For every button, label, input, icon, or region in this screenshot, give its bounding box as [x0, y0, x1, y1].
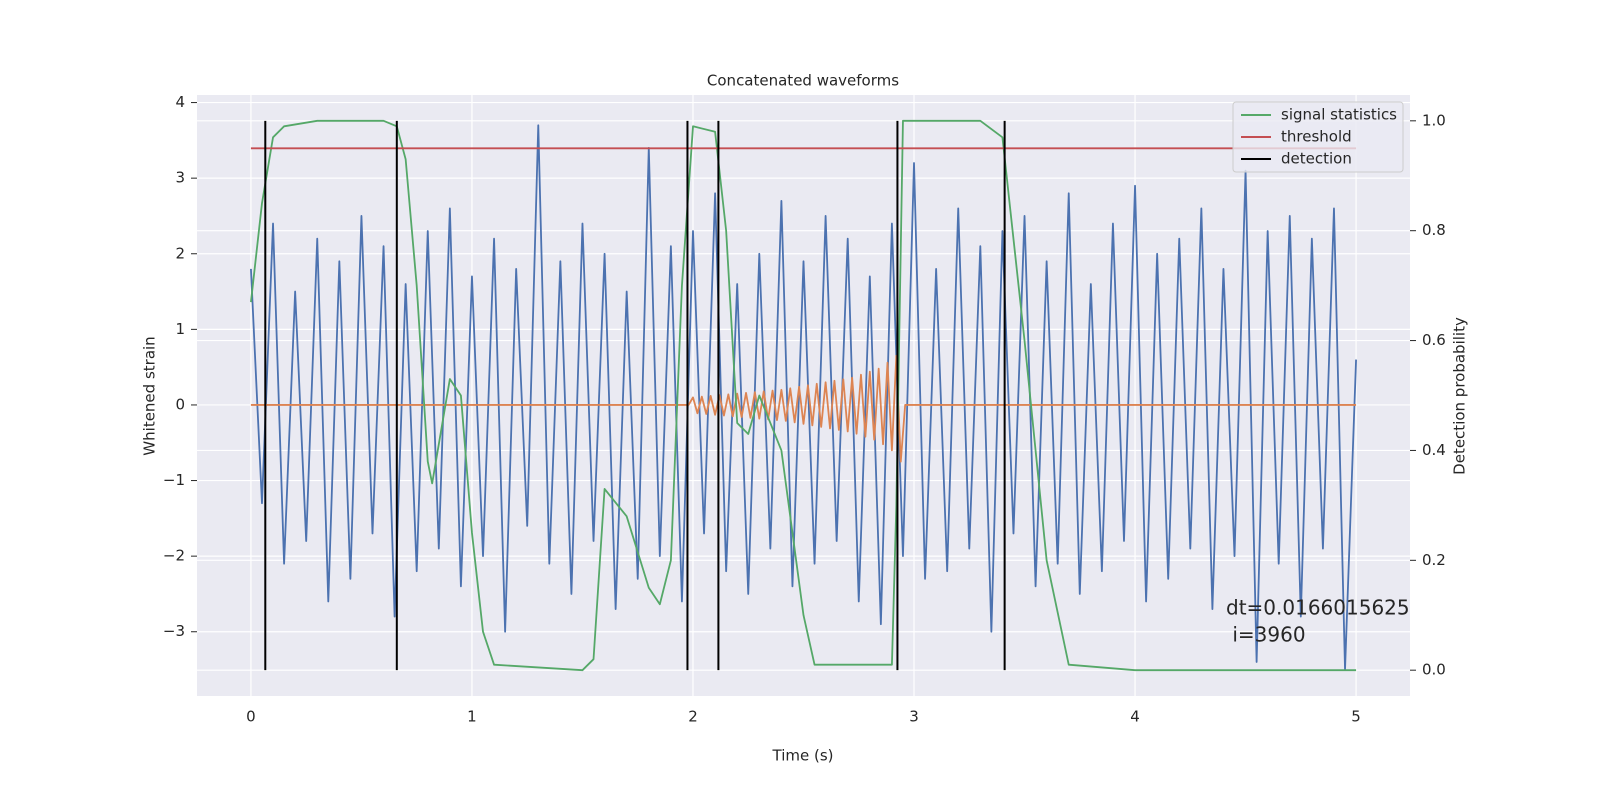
y2-tick-label: 0.2	[1422, 551, 1446, 569]
legend-label: threshold	[1281, 128, 1352, 146]
legend-label: signal statistics	[1281, 106, 1397, 124]
y2-tick-label: 0.6	[1422, 331, 1446, 349]
y-tick-label: −3	[163, 622, 185, 640]
x-tick-label: 4	[1130, 708, 1140, 726]
y2-axis-label: Detection probability	[1451, 317, 1469, 475]
y-tick-label: −2	[163, 547, 185, 565]
x-tick-label: 2	[688, 708, 698, 726]
y-tick-label: 4	[175, 93, 185, 111]
y2-tick-label: 1.0	[1422, 111, 1446, 129]
chart-title: Concatenated waveforms	[707, 72, 899, 90]
annotation: i=3960	[1226, 623, 1306, 647]
y2-tick-label: 0.0	[1422, 661, 1446, 679]
y-tick-label: 2	[175, 244, 185, 262]
series-line	[250, 354, 1357, 463]
legend-box	[1232, 101, 1404, 173]
y-tick-label: −1	[163, 471, 185, 489]
y-tick-label: 1	[175, 320, 185, 338]
series-line	[250, 119, 1357, 672]
y2-tick-label: 0.4	[1422, 441, 1446, 459]
y-tick-label: 3	[175, 169, 185, 187]
annotation: dt=0.0166015625	[1226, 596, 1410, 620]
x-tick-label: 0	[246, 708, 256, 726]
legend-label: detection	[1281, 150, 1352, 168]
y2-tick-label: 0.8	[1422, 221, 1446, 239]
y-axis-label: Whitened strain	[141, 336, 159, 455]
x-tick-label: 3	[909, 708, 919, 726]
x-tick-label: 1	[467, 708, 477, 726]
x-tick-label: 5	[1351, 708, 1361, 726]
x-axis-label: Time (s)	[772, 747, 834, 765]
plot-area	[197, 95, 1410, 696]
y-tick-label: 0	[175, 395, 185, 413]
series-line	[250, 124, 1357, 671]
